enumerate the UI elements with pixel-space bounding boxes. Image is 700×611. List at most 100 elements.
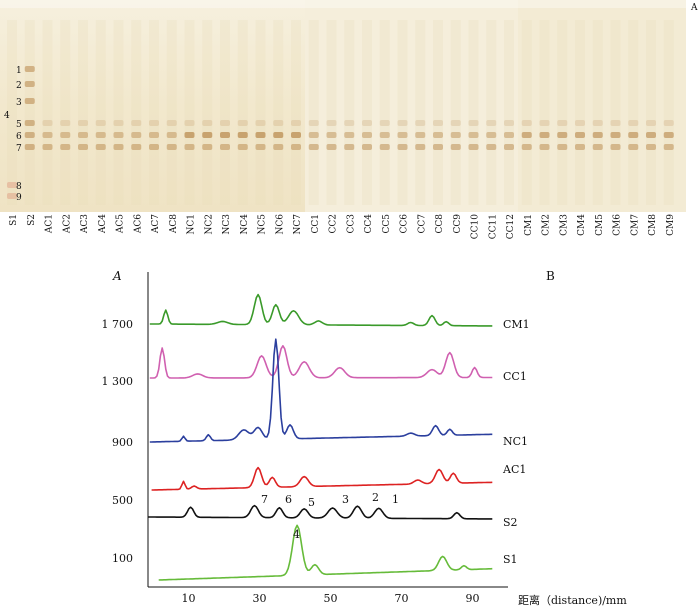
tlc-band (237, 132, 248, 138)
trace-label: CC1 (503, 370, 527, 383)
lane-label: CC1 (311, 214, 321, 234)
tlc-band (131, 120, 142, 126)
lane-streak (131, 20, 142, 205)
lane-label: AC8 (169, 214, 179, 234)
tlc-band (397, 144, 408, 150)
tlc-band (78, 132, 88, 138)
x-tick-label: 30 (253, 592, 267, 605)
tlc-band (521, 120, 532, 126)
lane-label: S1 (9, 214, 19, 226)
lane-label: CC4 (364, 214, 374, 234)
tlc-band (24, 144, 35, 150)
tlc-band (486, 120, 497, 126)
tlc-band (344, 120, 355, 126)
lane-streak (42, 20, 53, 205)
band-number: 5 (16, 120, 22, 130)
x-tick-label: 90 (466, 592, 480, 605)
lane-label: NC6 (275, 214, 285, 235)
tlc-band (397, 120, 408, 126)
lane-label: AC5 (116, 214, 126, 234)
tlc-band (646, 144, 656, 150)
tlc-band (7, 182, 17, 188)
tlc-band (131, 132, 142, 138)
tlc-band (220, 144, 230, 150)
tlc-band (291, 132, 301, 138)
tlc-band (273, 120, 284, 126)
tlc-band (60, 144, 71, 150)
trace-label: S2 (503, 516, 518, 529)
tlc-band (131, 144, 142, 150)
tlc-band (326, 120, 337, 126)
lane-label: S2 (27, 214, 37, 226)
tlc-band (362, 144, 372, 150)
lane-streak (255, 20, 266, 205)
tlc-band (433, 132, 443, 138)
lane-streak (78, 20, 88, 205)
tlc-band (291, 144, 301, 150)
tlc-band (255, 132, 266, 138)
tlc-band (379, 144, 390, 150)
tlc-band (202, 120, 213, 126)
lane-label: CM3 (559, 214, 569, 236)
tlc-band (610, 132, 621, 138)
tlc-band (24, 66, 35, 72)
lane-streak (521, 20, 532, 205)
lane-label: CM7 (630, 214, 640, 236)
lane-streak (486, 20, 497, 205)
tlc-band (663, 132, 674, 138)
tlc-band (237, 120, 248, 126)
tlc-band (24, 81, 35, 87)
density-trace (148, 504, 493, 520)
band-number: 1 (16, 66, 22, 76)
tlc-band (628, 132, 639, 138)
lane-label: CC5 (382, 214, 392, 234)
densitogram-panel: A B 1 700 1 300 900 500 100 10 30 50 70 90 CM1 CC… (0, 262, 700, 607)
tlc-band (60, 120, 71, 126)
tlc-band (42, 120, 53, 126)
tlc-band (450, 132, 461, 138)
plate-section-3 (518, 0, 686, 212)
lane-streak (326, 20, 337, 205)
lane-streak (610, 20, 621, 205)
tlc-band (78, 144, 88, 150)
trace-label: CM1 (503, 318, 530, 331)
tlc-band (575, 120, 585, 126)
tlc-band (504, 144, 514, 150)
y-tick-label: 1 300 (102, 375, 134, 388)
lane-streak (202, 20, 213, 205)
lane-label: CC3 (346, 214, 356, 234)
lane-streak (344, 20, 355, 205)
lane-streak (575, 20, 585, 205)
tlc-band (149, 144, 159, 150)
x-tick-label: 10 (182, 592, 196, 605)
lane-streak (663, 20, 674, 205)
density-trace (158, 524, 493, 581)
tlc-band (646, 132, 656, 138)
tlc-band (628, 144, 639, 150)
lane-streak (646, 20, 656, 205)
y-tick-label: 1 700 (102, 318, 134, 331)
tlc-band (592, 144, 603, 150)
tlc-band (663, 120, 674, 126)
tlc-band (237, 144, 248, 150)
tlc-band (42, 132, 53, 138)
lane-label: CC10 (471, 214, 481, 239)
tlc-band (95, 144, 106, 150)
density-trace (151, 466, 493, 491)
peak-label: 1 (392, 493, 399, 506)
lane-label: NC1 (187, 214, 197, 235)
tlc-band (557, 120, 568, 126)
lane-streak (184, 20, 195, 205)
tlc-band (539, 120, 550, 126)
peak-label: 4 (293, 528, 300, 541)
tlc-band (433, 144, 443, 150)
lane-streak (539, 20, 550, 205)
tlc-band (468, 120, 479, 126)
tlc-band (24, 132, 35, 138)
tlc-band (557, 132, 568, 138)
tlc-band (646, 120, 656, 126)
y-tick-label: 900 (112, 436, 133, 449)
lane-streak (592, 20, 603, 205)
y-axis-label: A (112, 269, 122, 283)
tlc-band (255, 144, 266, 150)
